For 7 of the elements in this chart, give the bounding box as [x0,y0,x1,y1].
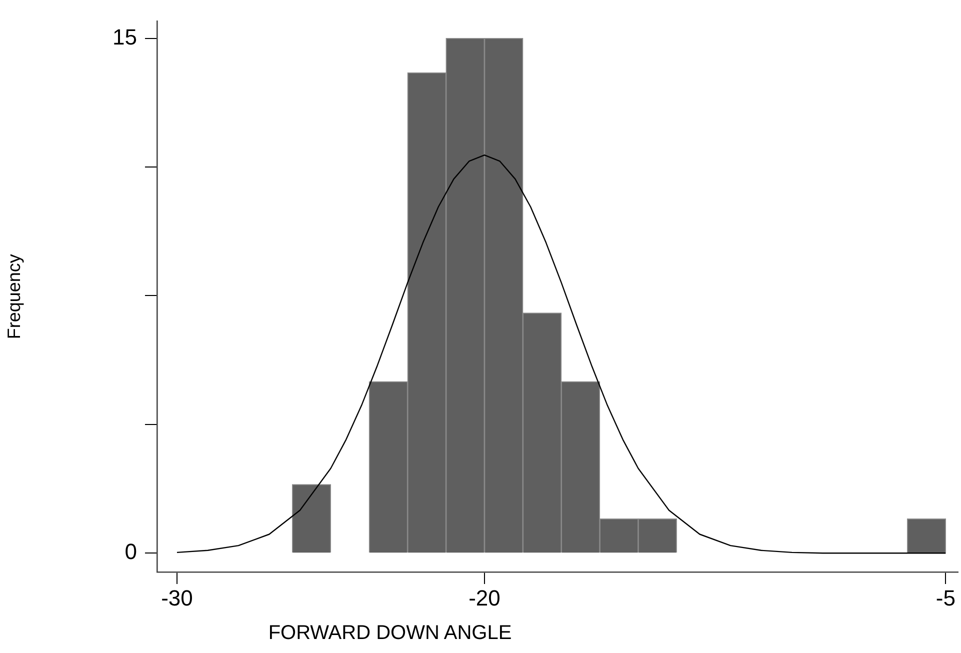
x-tick-label: -30 [161,585,193,610]
y-tick-label: 15 [112,24,137,50]
y-tick-label: 0 [124,539,137,564]
y-axis-title: Frequency [4,254,24,340]
x-tick-label: -20 [468,585,500,610]
x-axis-title: FORWARD DOWN ANGLE [267,622,513,645]
x-tick-label: -5 [936,585,956,610]
